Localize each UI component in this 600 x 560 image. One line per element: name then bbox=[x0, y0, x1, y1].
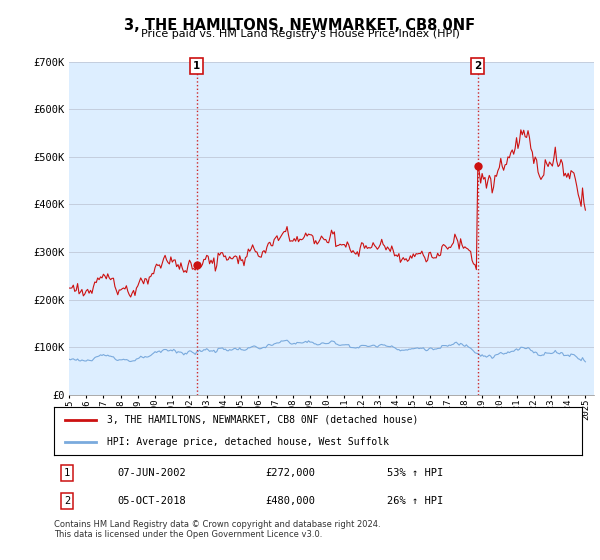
Text: HPI: Average price, detached house, West Suffolk: HPI: Average price, detached house, West… bbox=[107, 437, 389, 447]
Text: 05-OCT-2018: 05-OCT-2018 bbox=[118, 496, 186, 506]
Text: 53% ↑ HPI: 53% ↑ HPI bbox=[386, 468, 443, 478]
Text: £272,000: £272,000 bbox=[265, 468, 315, 478]
Text: 1: 1 bbox=[64, 468, 70, 478]
Text: Price paid vs. HM Land Registry's House Price Index (HPI): Price paid vs. HM Land Registry's House … bbox=[140, 29, 460, 39]
Text: 2: 2 bbox=[474, 62, 481, 71]
Text: £480,000: £480,000 bbox=[265, 496, 315, 506]
Text: 3, THE HAMILTONS, NEWMARKET, CB8 0NF (detached house): 3, THE HAMILTONS, NEWMARKET, CB8 0NF (de… bbox=[107, 415, 418, 425]
Text: Contains HM Land Registry data © Crown copyright and database right 2024.
This d: Contains HM Land Registry data © Crown c… bbox=[54, 520, 380, 539]
Text: 07-JUN-2002: 07-JUN-2002 bbox=[118, 468, 186, 478]
Text: 3, THE HAMILTONS, NEWMARKET, CB8 0NF: 3, THE HAMILTONS, NEWMARKET, CB8 0NF bbox=[124, 18, 476, 33]
Text: 1: 1 bbox=[193, 62, 200, 71]
Text: 26% ↑ HPI: 26% ↑ HPI bbox=[386, 496, 443, 506]
Text: 2: 2 bbox=[64, 496, 70, 506]
